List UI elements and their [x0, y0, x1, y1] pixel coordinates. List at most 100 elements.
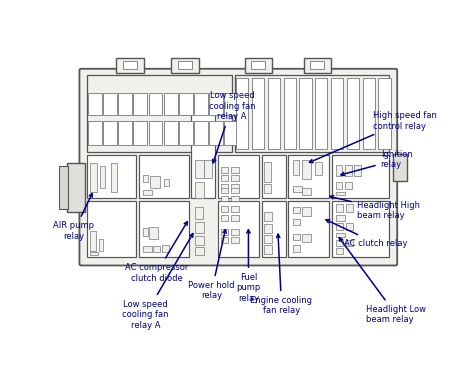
FancyBboxPatch shape	[91, 231, 96, 250]
FancyBboxPatch shape	[284, 78, 296, 149]
FancyBboxPatch shape	[301, 160, 311, 179]
FancyBboxPatch shape	[195, 207, 203, 219]
FancyBboxPatch shape	[347, 78, 359, 149]
FancyBboxPatch shape	[332, 155, 389, 199]
FancyBboxPatch shape	[336, 223, 343, 230]
FancyBboxPatch shape	[251, 61, 265, 69]
FancyBboxPatch shape	[194, 92, 208, 115]
FancyBboxPatch shape	[87, 75, 232, 152]
FancyBboxPatch shape	[393, 154, 408, 180]
FancyBboxPatch shape	[292, 160, 299, 175]
FancyBboxPatch shape	[346, 204, 353, 212]
FancyBboxPatch shape	[363, 78, 375, 149]
FancyBboxPatch shape	[221, 167, 228, 173]
FancyBboxPatch shape	[346, 240, 353, 246]
FancyBboxPatch shape	[289, 201, 329, 257]
FancyBboxPatch shape	[209, 92, 223, 115]
FancyBboxPatch shape	[118, 92, 132, 115]
FancyBboxPatch shape	[179, 92, 192, 115]
FancyBboxPatch shape	[88, 121, 102, 146]
FancyBboxPatch shape	[204, 160, 212, 178]
FancyBboxPatch shape	[87, 201, 137, 257]
FancyBboxPatch shape	[345, 182, 352, 190]
FancyBboxPatch shape	[310, 61, 324, 69]
FancyBboxPatch shape	[195, 247, 204, 255]
FancyBboxPatch shape	[143, 175, 148, 182]
FancyBboxPatch shape	[224, 92, 238, 115]
Text: Low speed
cooling fan
relay A: Low speed cooling fan relay A	[122, 234, 193, 330]
Text: Power hold
relay: Power hold relay	[189, 229, 235, 300]
Text: AIR pump
relay: AIR pump relay	[54, 194, 94, 241]
FancyBboxPatch shape	[346, 223, 353, 230]
FancyBboxPatch shape	[134, 92, 147, 115]
FancyBboxPatch shape	[194, 121, 208, 146]
FancyBboxPatch shape	[264, 212, 272, 221]
FancyBboxPatch shape	[164, 121, 178, 146]
FancyBboxPatch shape	[301, 207, 311, 216]
FancyBboxPatch shape	[268, 78, 280, 149]
FancyBboxPatch shape	[221, 184, 228, 190]
FancyBboxPatch shape	[331, 78, 343, 149]
FancyBboxPatch shape	[150, 176, 160, 188]
Text: Headlight High
beam relay: Headlight High beam relay	[330, 195, 420, 220]
FancyBboxPatch shape	[179, 121, 192, 146]
FancyBboxPatch shape	[264, 162, 271, 182]
FancyBboxPatch shape	[91, 163, 97, 192]
FancyBboxPatch shape	[139, 155, 189, 199]
FancyBboxPatch shape	[245, 58, 272, 73]
Text: Low speed
cooling fan
relay A: Low speed cooling fan relay A	[209, 91, 255, 163]
FancyBboxPatch shape	[221, 206, 228, 212]
FancyBboxPatch shape	[264, 224, 272, 233]
FancyBboxPatch shape	[264, 185, 271, 194]
FancyBboxPatch shape	[336, 182, 343, 190]
FancyBboxPatch shape	[231, 175, 238, 182]
FancyBboxPatch shape	[262, 201, 285, 257]
FancyBboxPatch shape	[171, 58, 199, 73]
FancyBboxPatch shape	[336, 233, 345, 237]
FancyBboxPatch shape	[303, 58, 331, 73]
FancyBboxPatch shape	[100, 166, 105, 188]
FancyBboxPatch shape	[219, 201, 259, 257]
FancyBboxPatch shape	[153, 246, 160, 252]
FancyBboxPatch shape	[88, 92, 102, 115]
FancyBboxPatch shape	[143, 246, 152, 252]
Text: AC clutch relay: AC clutch relay	[326, 219, 408, 248]
FancyBboxPatch shape	[336, 248, 343, 253]
FancyBboxPatch shape	[66, 163, 85, 212]
FancyBboxPatch shape	[143, 228, 148, 236]
FancyBboxPatch shape	[149, 227, 158, 239]
FancyBboxPatch shape	[332, 201, 389, 257]
FancyBboxPatch shape	[110, 163, 117, 192]
FancyBboxPatch shape	[139, 201, 189, 257]
FancyBboxPatch shape	[87, 155, 137, 199]
FancyBboxPatch shape	[237, 78, 248, 149]
FancyBboxPatch shape	[336, 240, 343, 246]
FancyBboxPatch shape	[315, 162, 322, 175]
FancyBboxPatch shape	[118, 121, 132, 146]
FancyBboxPatch shape	[354, 165, 361, 176]
FancyBboxPatch shape	[289, 155, 329, 199]
FancyBboxPatch shape	[178, 61, 192, 69]
FancyBboxPatch shape	[231, 188, 238, 193]
FancyBboxPatch shape	[195, 236, 204, 245]
FancyBboxPatch shape	[195, 160, 204, 178]
FancyBboxPatch shape	[195, 182, 204, 199]
FancyBboxPatch shape	[345, 165, 352, 176]
FancyBboxPatch shape	[221, 229, 228, 235]
FancyBboxPatch shape	[231, 229, 238, 235]
FancyBboxPatch shape	[336, 165, 343, 176]
FancyBboxPatch shape	[231, 215, 238, 221]
FancyBboxPatch shape	[231, 196, 238, 201]
FancyBboxPatch shape	[221, 188, 228, 193]
FancyBboxPatch shape	[224, 121, 238, 146]
Text: Engine cooling
fan relay: Engine cooling fan relay	[250, 234, 312, 315]
FancyBboxPatch shape	[292, 245, 300, 252]
FancyBboxPatch shape	[116, 58, 144, 73]
FancyBboxPatch shape	[292, 207, 300, 213]
FancyBboxPatch shape	[231, 206, 238, 212]
FancyBboxPatch shape	[221, 175, 228, 182]
Text: Headlight Low
beam relay: Headlight Low beam relay	[339, 238, 426, 324]
FancyBboxPatch shape	[336, 204, 343, 212]
FancyBboxPatch shape	[292, 186, 301, 192]
FancyBboxPatch shape	[221, 196, 228, 201]
